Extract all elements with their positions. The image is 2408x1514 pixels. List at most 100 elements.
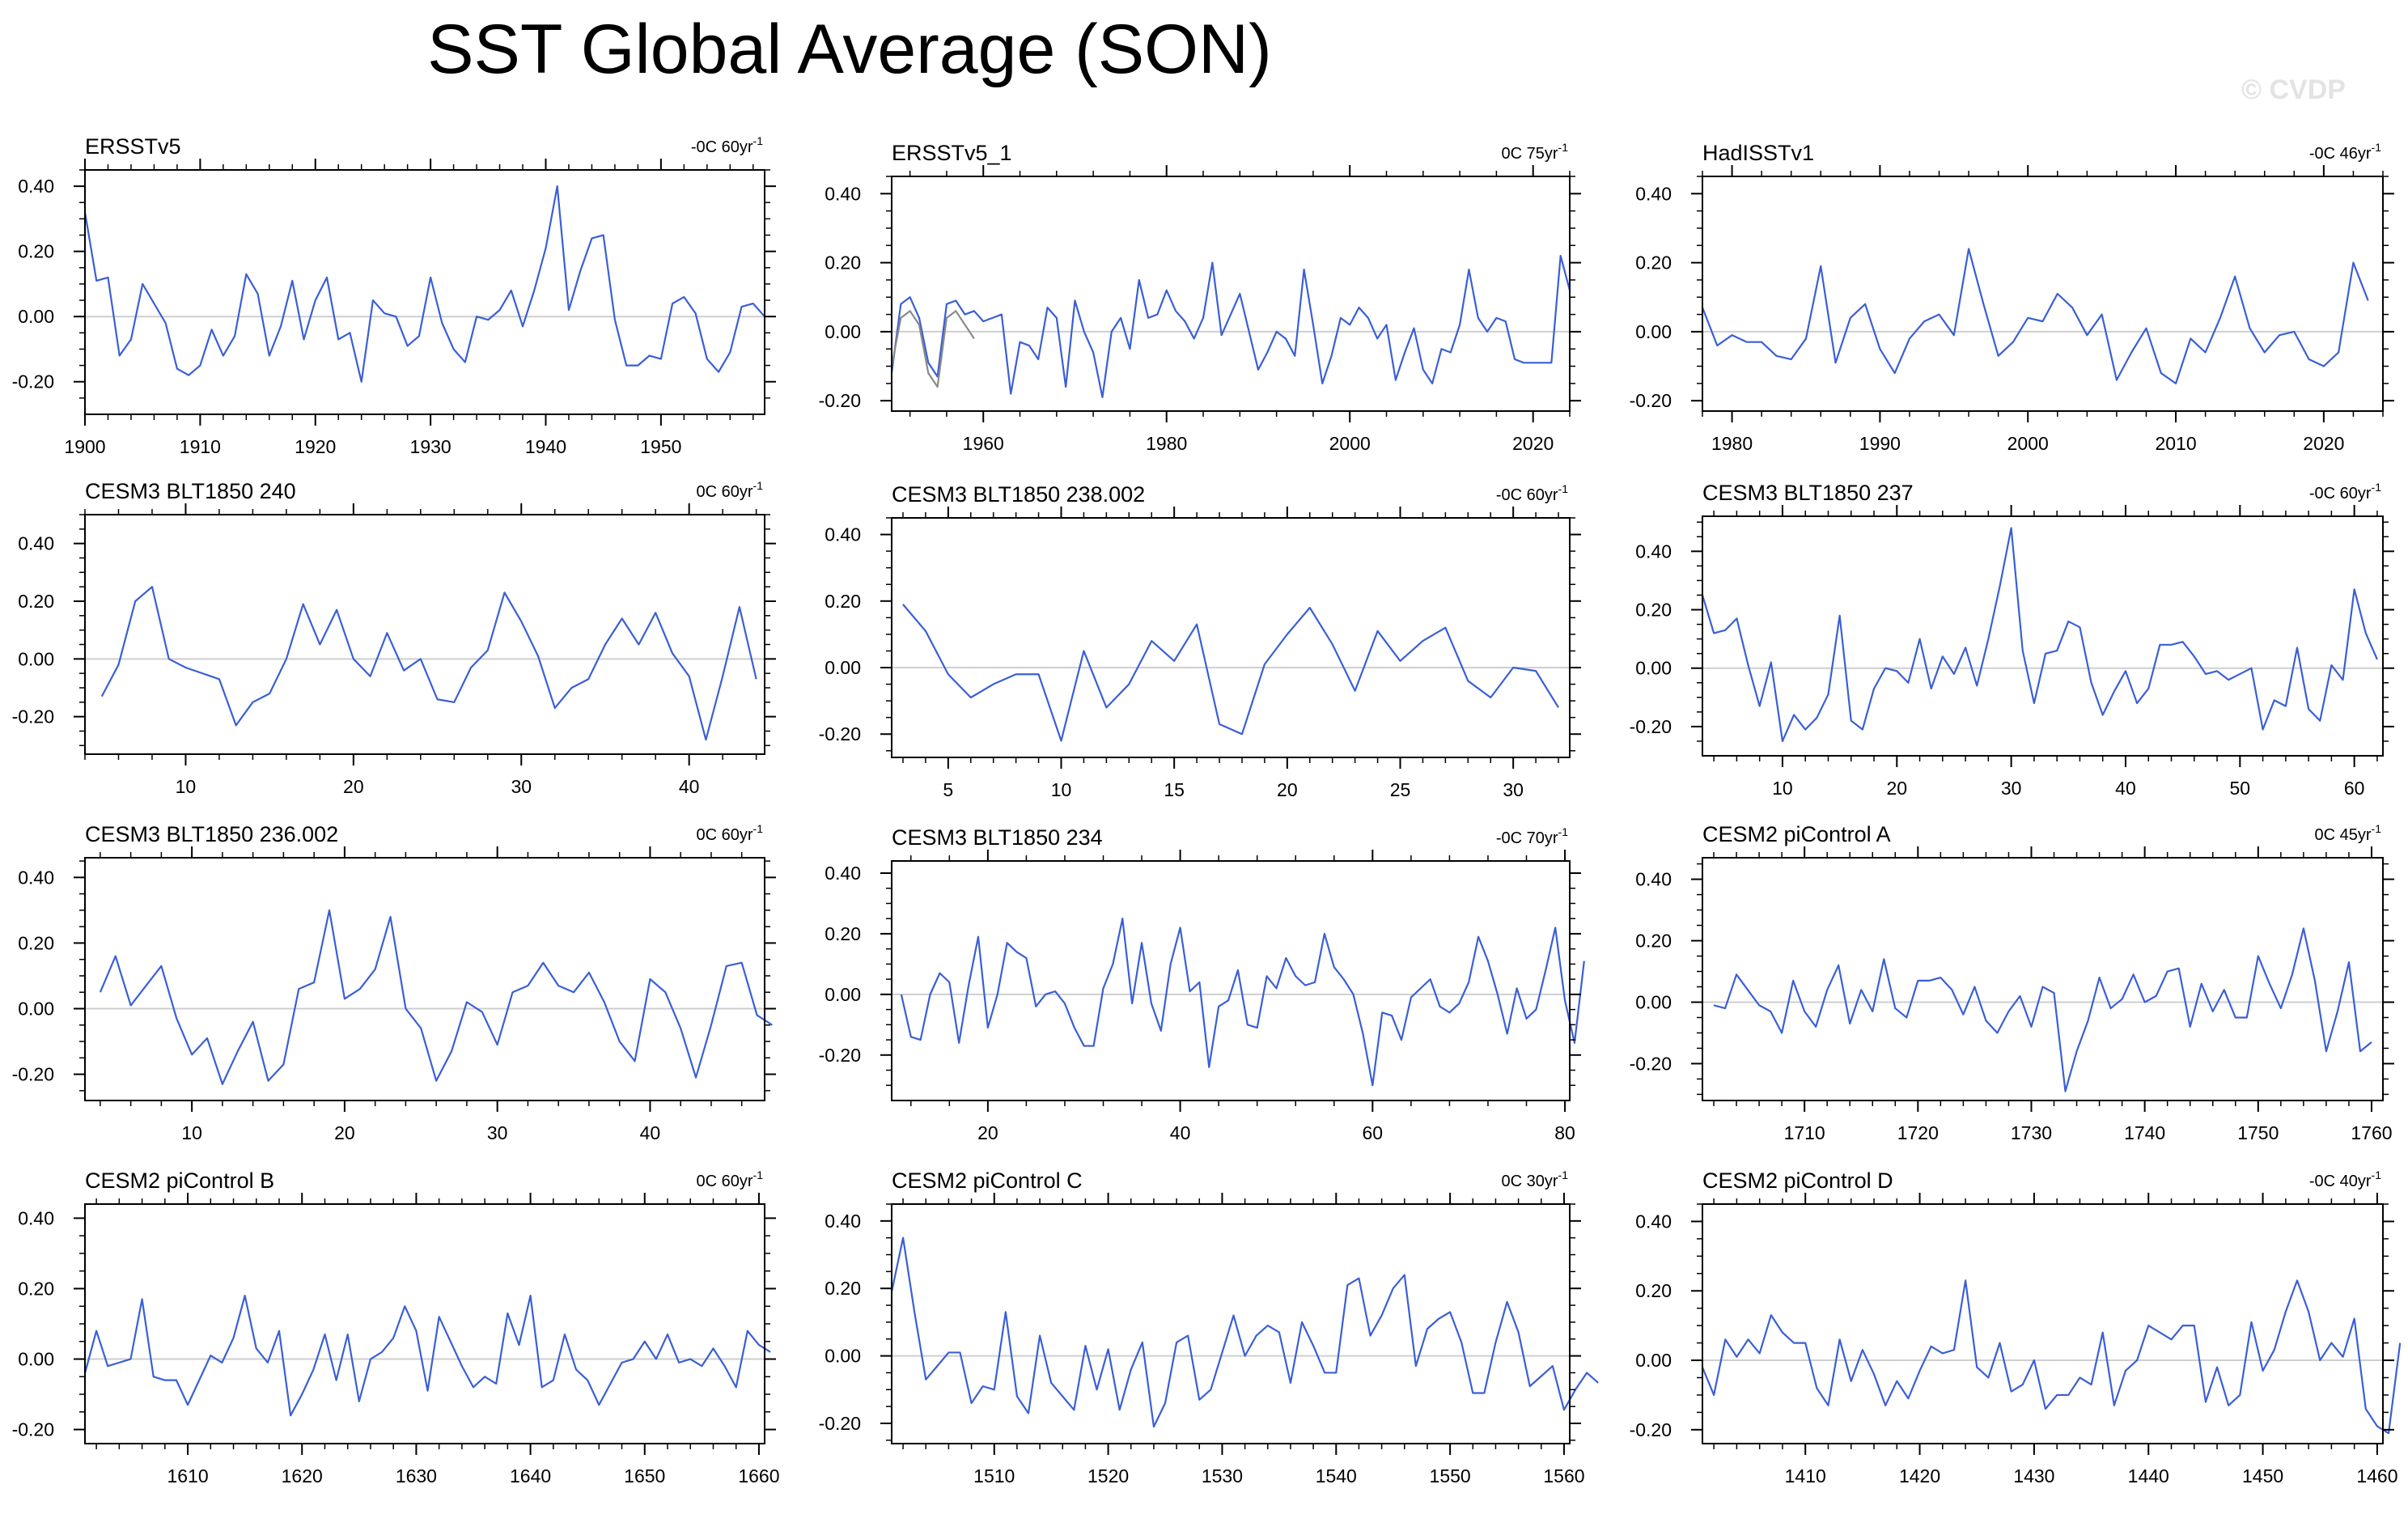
y-tick-label: 0.00 [18, 648, 54, 669]
y-tick-label: -0.20 [12, 1419, 54, 1440]
trend-label: 0C 45yr-1 [2315, 822, 2382, 844]
y-tick-label: -0.20 [819, 390, 861, 411]
chart-panel: -0.20 0.00 0.20 0.40 1900 1910 1920 1930 1940 195… [12, 134, 776, 457]
x-tick-label: 1520 [1087, 1465, 1129, 1486]
panel-title: CESM2 piControl D [1702, 1168, 1893, 1193]
panel-title: HadISSTv1 [1702, 141, 1814, 165]
trend-label: -0C 60yr-1 [691, 134, 763, 156]
x-tick-label: 20 [1886, 778, 1907, 799]
panel-title: CESM2 piControl B [85, 1168, 274, 1193]
trend-label: -0C 70yr-1 [1496, 825, 1568, 847]
x-tick-label: 1980 [1146, 433, 1187, 454]
series-line [99, 909, 774, 1085]
x-tick-label: 1550 [1430, 1465, 1471, 1486]
y-tick-label: 0.20 [825, 1278, 861, 1299]
y-tick-label: 0.20 [18, 1278, 54, 1299]
panel-title: CESM2 piControl A [1702, 822, 1891, 846]
chart-panel: -0.20 0.00 0.20 0.40 20 40 60 80 CESM3 BLT1850 2… [819, 825, 1585, 1143]
panel-title: CESM3 BLT1850 236.002 [85, 822, 338, 846]
y-tick-label: 0.00 [825, 1346, 861, 1367]
chart-panel: -0.20 0.00 0.20 0.40 1610 1620 1630 1640 1650 166… [12, 1168, 780, 1486]
x-tick-label: 1750 [2237, 1122, 2279, 1143]
y-tick-label: -0.20 [819, 723, 861, 744]
chart-panel: -0.20 0.00 0.20 0.40 10 20 30 40 50 60 CESM3 BLT18… [1630, 481, 2394, 799]
trend-label: 0C 75yr-1 [1502, 141, 1569, 163]
x-tick-label: 30 [511, 776, 532, 797]
y-tick-label: 0.40 [825, 524, 861, 545]
x-tick-label: 2020 [1512, 433, 1554, 454]
panel-title: CESM3 BLT1850 234 [892, 825, 1103, 850]
x-tick-label: 20 [334, 1122, 355, 1143]
series-line [890, 310, 975, 388]
trend-label: 0C 60yr-1 [697, 1168, 764, 1190]
y-tick-label: 0.00 [1635, 658, 1672, 679]
y-tick-label: 0.20 [1635, 1280, 1672, 1301]
x-tick-label: 1560 [1543, 1465, 1584, 1486]
y-tick-label: -0.20 [819, 1045, 861, 1066]
plot-frame [891, 176, 1571, 412]
x-tick-label: 2000 [1329, 433, 1371, 454]
x-tick-label: 40 [1170, 1122, 1191, 1143]
x-tick-label: 1420 [1899, 1465, 1940, 1486]
y-tick-label: 0.00 [18, 1349, 54, 1370]
x-tick-label: 10 [176, 776, 197, 797]
chart-panel: -0.20 0.00 0.20 0.40 5 10 15 20 25 30 CESM3 BLT185… [819, 482, 1581, 800]
y-tick-label: 0.40 [1635, 1211, 1672, 1232]
panel-title: ERSSTv5_1 [892, 141, 1012, 165]
y-tick-label: 0.40 [825, 1211, 861, 1232]
chart-panel: -0.20 0.00 0.20 0.40 1710 1720 1730 1740 1750 176… [1630, 822, 2394, 1143]
y-tick-label: 0.40 [1635, 869, 1672, 890]
plot-frame [84, 169, 765, 415]
chart-panel: -0.20 0.00 0.20 0.40 10 20 30 40 CESM3 BLT1850 2… [12, 822, 776, 1143]
chart-panel: -0.20 0.00 0.20 0.40 10 20 30 40 CESM3 BLT1850 2… [12, 479, 776, 797]
y-tick-label: 0.20 [825, 591, 861, 612]
x-tick-label: 1660 [738, 1465, 779, 1486]
y-tick-label: 0.00 [825, 657, 861, 678]
x-tick-label: 1440 [2128, 1465, 2169, 1486]
y-tick-label: 0.00 [825, 984, 861, 1005]
page-title: SST Global Average (SON) [427, 11, 1272, 88]
trend-label: 0C 60yr-1 [697, 479, 764, 501]
y-tick-label: 0.20 [18, 591, 54, 612]
x-tick-label: 40 [679, 776, 700, 797]
x-tick-label: 1430 [2013, 1465, 2054, 1486]
x-tick-label: 1650 [624, 1465, 665, 1486]
y-tick-label: 0.00 [825, 321, 861, 342]
x-tick-label: 1620 [282, 1465, 323, 1486]
watermark: © CVDP [2241, 74, 2346, 105]
y-tick-label: -0.20 [1630, 1053, 1672, 1074]
x-tick-label: 2010 [2155, 433, 2196, 454]
x-tick-label: 20 [343, 776, 364, 797]
x-tick-label: 1510 [973, 1465, 1015, 1486]
x-tick-label: 20 [977, 1122, 998, 1143]
x-tick-label: 1610 [167, 1465, 208, 1486]
x-tick-label: 1730 [2011, 1122, 2052, 1143]
plot-frame [84, 514, 765, 755]
x-tick-label: 10 [1772, 778, 1793, 799]
x-tick-label: 1410 [1785, 1465, 1826, 1486]
y-tick-label: 0.20 [1635, 600, 1672, 621]
x-tick-label: 1920 [295, 436, 336, 457]
x-tick-label: 1740 [2124, 1122, 2165, 1143]
series-line [100, 586, 757, 741]
y-tick-label: 0.00 [1635, 1350, 1672, 1371]
x-tick-label: 2020 [2303, 433, 2344, 454]
x-tick-label: 1990 [1859, 433, 1901, 454]
y-tick-label: 0.40 [18, 533, 54, 554]
x-tick-label: 30 [2001, 778, 2022, 799]
x-tick-label: 30 [1503, 779, 1524, 800]
series-line [83, 185, 765, 383]
x-tick-label: 60 [1363, 1122, 1384, 1143]
panel-title: CESM3 BLT1850 240 [85, 479, 296, 503]
y-tick-label: 0.20 [825, 923, 861, 944]
trend-label: -0C 60yr-1 [1496, 482, 1568, 504]
y-tick-label: 0.20 [18, 241, 54, 262]
chart-panel: -0.20 0.00 0.20 0.40 1980 1990 2000 2010 2020 Had… [1630, 141, 2394, 454]
y-tick-label: 0.20 [1635, 931, 1672, 952]
y-tick-label: 0.00 [1635, 991, 1672, 1012]
x-tick-label: 50 [2230, 778, 2251, 799]
plot-frame [84, 857, 765, 1101]
x-tick-label: 80 [1554, 1122, 1575, 1143]
panel-title: CESM3 BLT1850 237 [1702, 481, 1914, 505]
